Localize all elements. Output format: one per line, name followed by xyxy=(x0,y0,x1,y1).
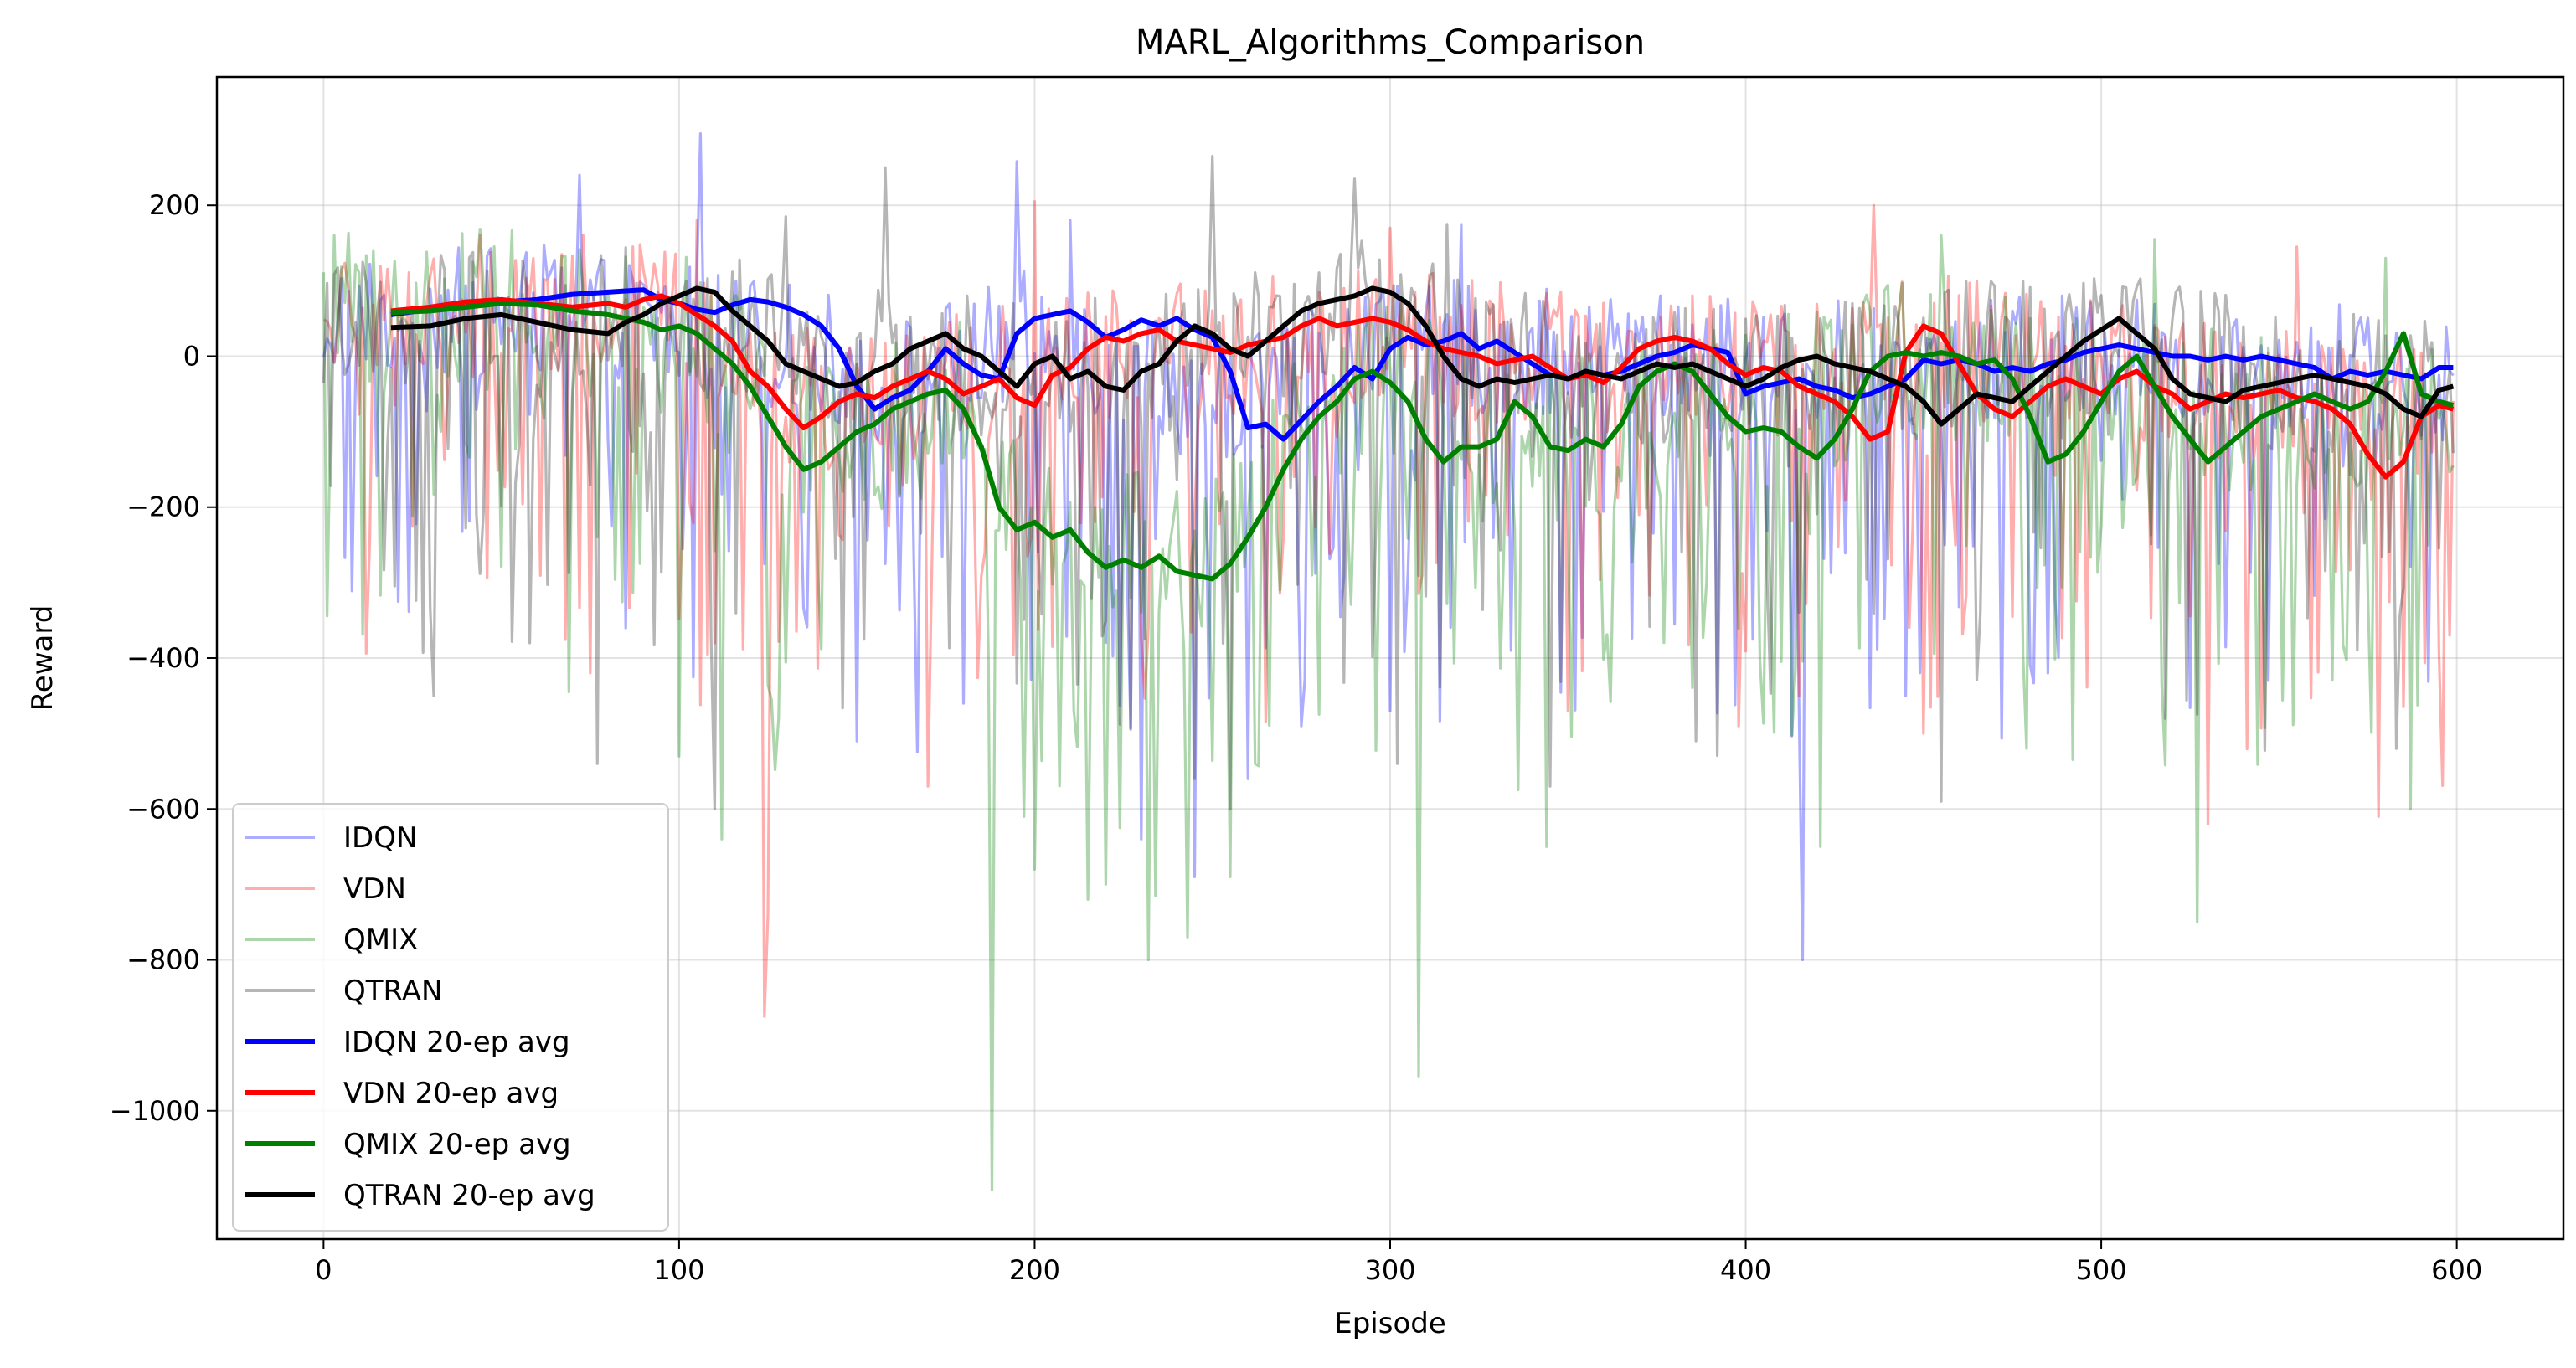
x-axis-label: Episode xyxy=(1334,1307,1446,1340)
y-tick-label: −1000 xyxy=(110,1095,200,1127)
y-tick-label: 200 xyxy=(149,189,200,221)
y-tick-label: −200 xyxy=(126,491,200,523)
x-tick-label: 300 xyxy=(1364,1254,1415,1286)
legend-label: QMIX xyxy=(343,923,418,957)
series-line-vdn-20-ep-avg xyxy=(390,293,2455,480)
y-tick-label: −400 xyxy=(126,642,200,674)
x-tick-label: 100 xyxy=(653,1254,704,1286)
chart-title: MARL_Algorithms_Comparison xyxy=(1136,23,1645,62)
legend-label: VDN 20-ep avg xyxy=(343,1077,559,1110)
legend-box xyxy=(232,803,669,1232)
x-tick-label: 0 xyxy=(315,1254,332,1286)
x-axis-ticks: 0 100 200 300 400 500 600 xyxy=(315,1239,2482,1286)
series-line-qtran-20-ep-avg xyxy=(390,285,2455,427)
series-line-qmix-20-ep-avg xyxy=(390,301,2455,582)
legend-label: IDQN 20-ep avg xyxy=(343,1026,570,1059)
series-line-qmix xyxy=(322,228,2455,1191)
legend-label: VDN xyxy=(343,872,406,906)
x-tick-label: 200 xyxy=(1009,1254,1060,1286)
x-tick-label: 600 xyxy=(2431,1254,2482,1286)
y-tick-label: 0 xyxy=(183,340,200,372)
legend-items: IDQN VDN QMIX QTRAN IDQN 20-ep avg VDN 20-ep … xyxy=(245,821,595,1212)
legend-label: QMIX 20-ep avg xyxy=(343,1128,571,1161)
legend: IDQN VDN QMIX QTRAN IDQN 20-ep avg VDN 20-ep … xyxy=(232,803,669,1232)
x-tick-label: 400 xyxy=(1720,1254,1771,1286)
y-tick-label: −600 xyxy=(126,793,200,825)
series-line-qtran xyxy=(322,155,2455,810)
legend-label: QTRAN 20-ep avg xyxy=(343,1179,595,1212)
y-axis-ticks: 200 0 −200 −400 −600 −800 −1000 xyxy=(110,189,217,1127)
y-axis-label: Reward xyxy=(26,605,59,712)
y-tick-label: −800 xyxy=(126,944,200,976)
avg-series-layer xyxy=(390,285,2455,582)
grid xyxy=(217,77,2563,1239)
series-line-idqn-20-ep-avg xyxy=(390,287,2454,442)
legend-label: IDQN xyxy=(343,821,417,855)
legend-label: QTRAN xyxy=(343,975,442,1008)
x-tick-label: 500 xyxy=(2076,1254,2127,1286)
